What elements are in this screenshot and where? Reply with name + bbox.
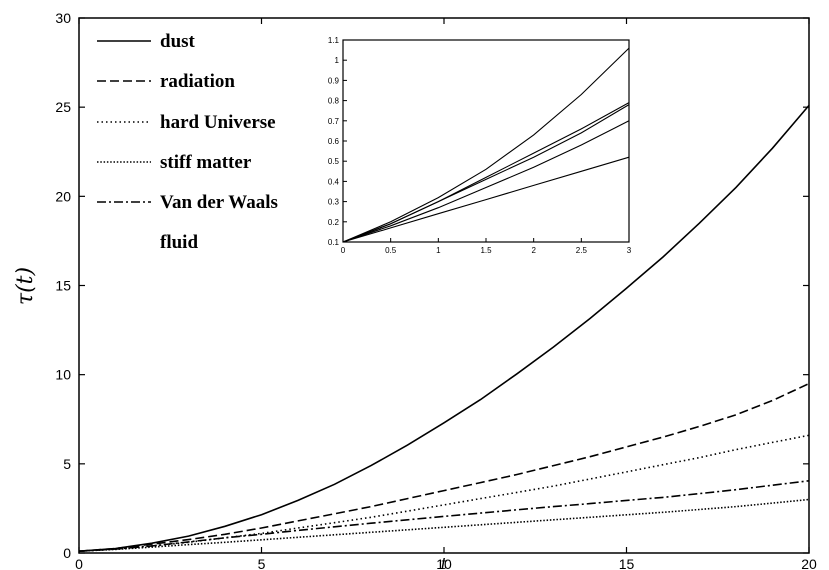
inset-series-line-1 [342, 47, 630, 243]
inset-series-line-3 [342, 104, 630, 243]
y-tick-label: 0 [63, 545, 71, 561]
inset-y-tick-label: 0.9 [328, 76, 340, 85]
legend-label: stiff matter [160, 152, 252, 173]
series-line-3 [78, 434, 810, 552]
inset-x-tick-label: 2.5 [576, 246, 588, 255]
inset-y-tick-label: 0.3 [328, 198, 340, 207]
y-tick-label: 10 [55, 367, 71, 383]
x-tick-label: 15 [619, 556, 635, 570]
legend-label: Van der Waals [160, 192, 278, 213]
series-line-5 [78, 480, 810, 552]
inset-y-tick-label: 0.8 [328, 97, 340, 106]
inset-y-tick-label: 0.5 [328, 157, 340, 166]
inset-x-tick-label: 3 [627, 246, 632, 255]
inset-y-tick-label: 0.4 [328, 177, 340, 186]
inset-series-line-5 [342, 156, 630, 243]
y-tick-label: 25 [55, 99, 71, 115]
x-tick-label: 5 [258, 556, 266, 570]
y-tick-label: 5 [63, 456, 71, 472]
inset-y-tick-label: 0.2 [328, 218, 340, 227]
inset-y-tick-label: 0.7 [328, 117, 340, 126]
legend-label: fluid [160, 232, 198, 253]
x-axis-label: t [441, 554, 448, 570]
legend: dust radiation hard Universe stiff matter Va… [97, 31, 278, 253]
inset-plot: 0 0.5 1 1.5 2 2.5 3 0.1 0.2 0.3 0.4 0.5 0.6 0.7 0.8 0.9… [328, 36, 632, 255]
legend-label: dust [160, 31, 196, 52]
inset-frame [342, 39, 630, 243]
inset-y-tick-label: 0.6 [328, 137, 340, 146]
inset-y-tick-label: 0.1 [328, 238, 340, 247]
y-tick-label: 20 [55, 188, 71, 204]
inset-y-tick-label: 1 [335, 56, 340, 65]
inset-x-tick-label: 0 [341, 246, 346, 255]
legend-label: radiation [160, 71, 235, 92]
x-tick-label: 0 [75, 556, 83, 570]
series-line-4 [78, 498, 810, 552]
y-axis-label: τ(t) [13, 267, 38, 305]
x-tick-label: 10 [436, 556, 452, 570]
inset-y-tick-label: 1.1 [328, 36, 340, 45]
inset-x-tick-label: 0.5 [385, 246, 397, 255]
legend-label: hard Universe [160, 112, 276, 133]
inset-series-line-4 [342, 120, 630, 243]
inset-x-tick-label: 1.5 [480, 246, 492, 255]
y-tick-label: 15 [55, 278, 71, 294]
series-line-2 [78, 382, 810, 552]
x-tick-label: 20 [801, 556, 817, 570]
series-line-1 [78, 104, 810, 552]
inset-x-tick-label: 1 [436, 246, 441, 255]
inset-x-tick-label: 2 [531, 246, 536, 255]
y-tick-label: 30 [55, 10, 71, 26]
